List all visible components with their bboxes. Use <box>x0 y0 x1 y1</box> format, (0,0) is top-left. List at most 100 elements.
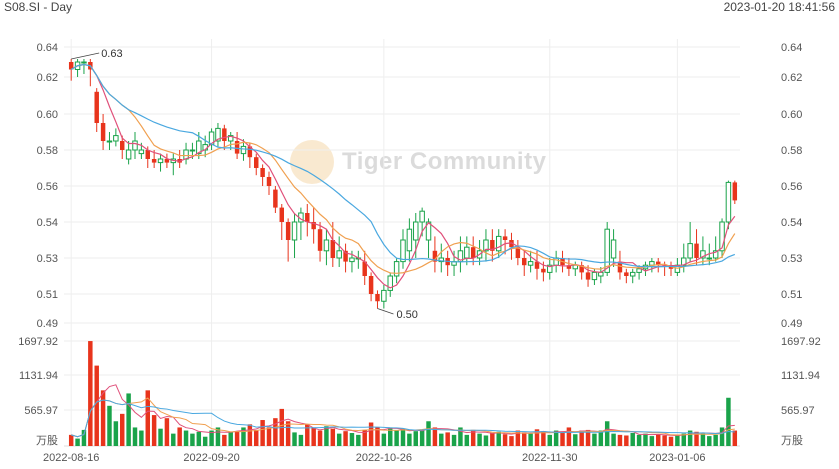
candle-body <box>483 239 489 252</box>
candle-body <box>534 261 540 269</box>
volume-bar <box>196 431 202 446</box>
date-tick-label: 2023-01-06 <box>649 452 705 464</box>
volume-unit-label-left: 万股 <box>36 434 58 447</box>
price-tick-label-right: 0.60 <box>781 109 802 121</box>
volume-ma20-line <box>71 399 735 438</box>
candle-body <box>305 213 310 222</box>
candle-body <box>164 159 170 163</box>
volume-bar <box>502 434 508 446</box>
volume-bar <box>681 433 686 446</box>
volume-bar <box>624 435 629 446</box>
candle-body <box>189 149 196 152</box>
candle-body <box>413 221 419 241</box>
candle-body <box>68 62 74 70</box>
candle-body <box>495 235 502 252</box>
candle-body <box>464 246 470 259</box>
volume-bar <box>190 433 195 446</box>
volume-bar <box>273 418 278 446</box>
volume-bar <box>75 438 80 446</box>
date-tick-label: 2022-09-20 <box>183 452 239 464</box>
volume-bar <box>356 434 361 446</box>
price-tick-label-left: 0.51 <box>37 289 58 301</box>
candle-body <box>132 140 138 151</box>
volume-bar <box>700 433 706 446</box>
volume-bar <box>394 430 399 446</box>
volume-bar <box>311 427 316 446</box>
candle-body <box>719 221 725 252</box>
volume-bar <box>158 428 163 446</box>
volume-bar <box>451 434 457 446</box>
candle-body <box>419 210 425 223</box>
volume-bar <box>617 434 623 446</box>
price-tick-label-left: 0.60 <box>37 109 58 121</box>
volume-bar <box>585 429 591 446</box>
volume-bar <box>241 427 246 446</box>
candle-body <box>279 207 284 222</box>
candle-body <box>502 236 508 240</box>
candle-body <box>100 123 106 141</box>
volume-bar <box>107 405 112 446</box>
volume-bar <box>234 431 240 446</box>
candle-body <box>381 289 387 302</box>
candle-body <box>509 240 514 248</box>
price-tick-label-left: 0.56 <box>37 181 58 193</box>
price-tick-label-left: 0.53 <box>37 253 58 265</box>
volume-bar <box>362 429 367 446</box>
candle-body <box>138 149 145 155</box>
candle-body <box>393 261 400 277</box>
volume-bar <box>426 421 431 446</box>
volume-bar <box>222 434 227 446</box>
volume-bar <box>553 430 559 446</box>
tiger-logo-icon <box>290 140 334 184</box>
candle-body <box>585 272 591 280</box>
price-tick-label-left: 0.64 <box>37 42 58 54</box>
volume-bar <box>419 429 425 446</box>
volume-bar <box>579 430 584 446</box>
candle-body <box>266 177 272 186</box>
volume-tick-label-left: 565.97 <box>24 405 58 417</box>
candle-body <box>323 239 330 252</box>
volume-bar <box>407 433 412 446</box>
candle-body <box>145 150 150 159</box>
price-ma10-line <box>70 63 736 274</box>
candle-body <box>362 261 367 276</box>
volume-bar <box>209 430 214 446</box>
volume-bar <box>713 434 718 446</box>
price-tick-label-right: 0.58 <box>781 145 802 157</box>
date-tick-label: 2022-08-16 <box>43 452 99 464</box>
watermark-text: Tiger Community <box>342 148 547 175</box>
high-annotation-label: 0.63 <box>101 48 122 60</box>
volume-bar <box>375 427 380 446</box>
candle-body <box>260 168 265 177</box>
candle-body <box>553 257 559 266</box>
price-tick-label-left: 0.62 <box>37 72 58 84</box>
candle-body <box>273 189 278 208</box>
candle-body <box>527 261 534 266</box>
volume-bar <box>164 418 170 446</box>
volume-bar <box>94 365 99 446</box>
candle-body <box>617 261 623 273</box>
volume-bar <box>470 429 476 446</box>
low-annotation-label: 0.50 <box>396 309 417 321</box>
volume-bar <box>215 427 221 446</box>
volume-bar <box>202 436 208 446</box>
candle-body <box>604 228 610 273</box>
volume-bar <box>88 341 93 446</box>
price-tick-label-right: 0.62 <box>781 72 802 84</box>
candle-body <box>694 243 699 258</box>
volume-bar <box>643 433 648 446</box>
candle-body <box>94 91 99 123</box>
volume-bar <box>400 428 406 446</box>
volume-bar <box>132 427 138 446</box>
volume-bar <box>636 434 642 446</box>
candle-body <box>624 272 629 276</box>
volume-bar <box>515 430 521 446</box>
volume-bar <box>534 429 540 446</box>
volume-bar <box>317 430 323 446</box>
candle-body <box>151 159 157 163</box>
candle-body <box>438 257 445 263</box>
volume-bar <box>171 433 176 446</box>
volume-bar <box>324 426 329 446</box>
volume-bar <box>254 429 259 446</box>
